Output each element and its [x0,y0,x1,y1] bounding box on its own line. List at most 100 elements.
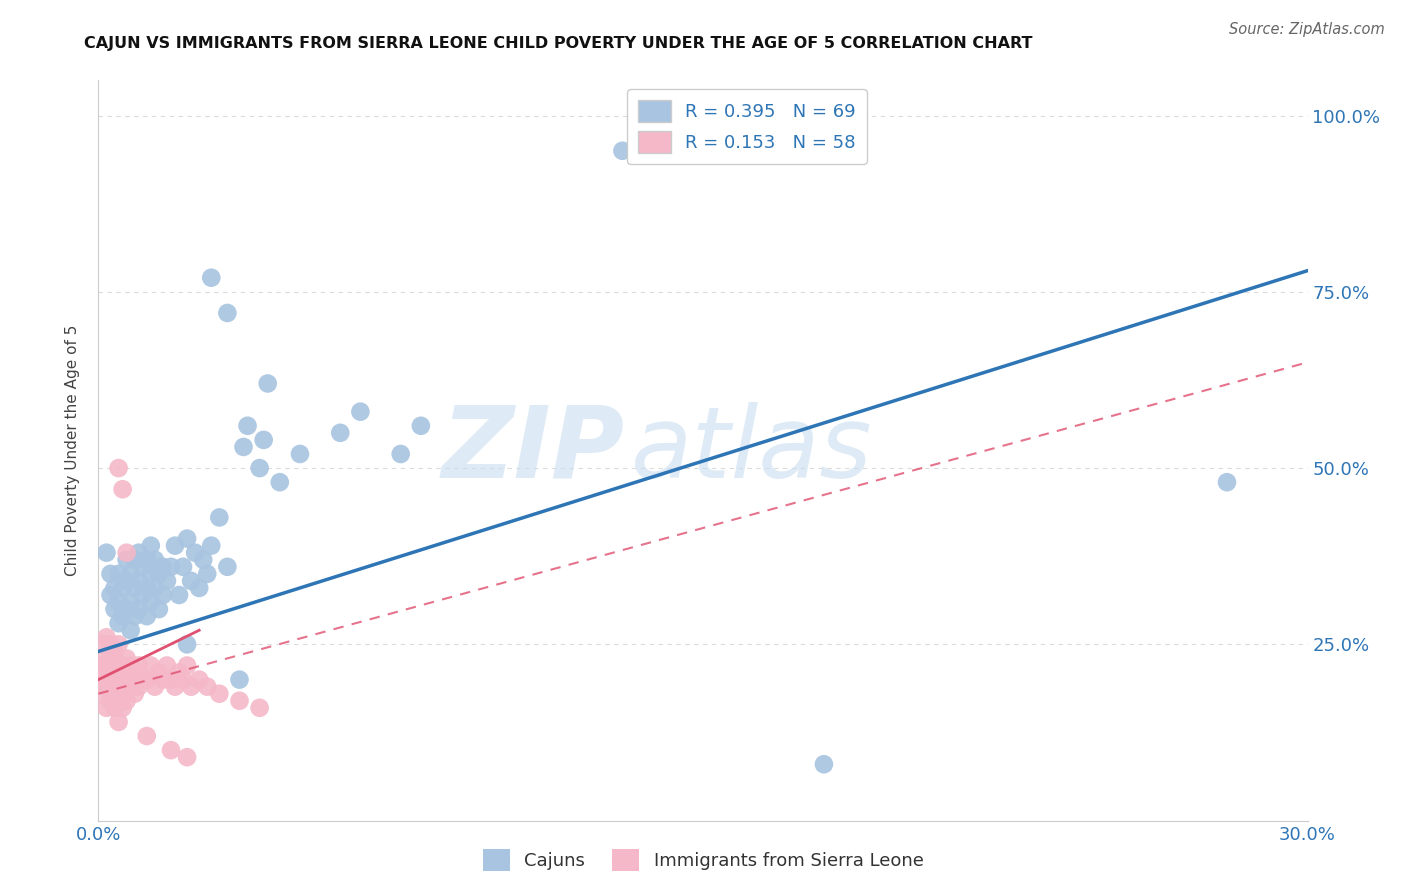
Point [124,665,146,680]
Point [100,651,122,665]
Point [139,539,162,553]
Text: Source: ZipAtlas.com: Source: ZipAtlas.com [1229,22,1385,37]
Point [120,566,142,581]
Point [180,680,202,694]
Point [163,539,186,553]
Point [163,680,186,694]
Point [132,588,155,602]
Point [128,574,150,588]
Point [135,609,157,624]
Point [124,553,146,567]
Point [111,482,134,496]
Point [172,673,194,687]
Text: atlas: atlas [630,402,872,499]
Point [148,566,170,581]
Point [111,658,134,673]
Point [228,673,250,687]
Point [389,447,412,461]
Point [176,750,198,764]
Point [612,144,634,158]
Point [148,602,170,616]
Point [128,602,150,616]
Point [107,665,129,680]
Point [236,418,259,433]
Point [232,440,254,454]
Point [103,644,125,658]
Point [143,553,166,567]
Point [200,270,222,285]
Point [107,714,129,729]
Point [200,539,222,553]
Point [100,588,122,602]
Point [107,461,129,475]
Point [217,306,239,320]
Point [253,433,276,447]
Point [409,418,432,433]
Point [249,701,271,715]
Point [124,687,146,701]
Point [195,566,218,581]
Point [193,553,215,567]
Point [184,546,207,560]
Point [103,680,125,694]
Point [139,595,162,609]
Point [180,574,202,588]
Point [128,658,150,673]
Y-axis label: Child Poverty Under the Age of 5: Child Poverty Under the Age of 5 [65,325,80,576]
Point [172,559,194,574]
Point [91,687,114,701]
Point [100,637,122,651]
Point [128,680,150,694]
Point [148,665,170,680]
Point [167,588,190,602]
Point [124,581,146,595]
Point [111,701,134,715]
Point [813,757,835,772]
Point [91,658,114,673]
Point [96,651,118,665]
Point [249,461,271,475]
Point [329,425,352,440]
Point [176,637,198,651]
Point [139,658,162,673]
Point [217,559,239,574]
Point [349,405,371,419]
Point [120,680,142,694]
Point [135,729,157,743]
Point [208,687,231,701]
Point [115,602,138,616]
Point [124,609,146,624]
Point [103,581,125,595]
Point [96,680,118,694]
Point [115,553,138,567]
Point [115,673,138,687]
Point [96,546,118,560]
Point [156,658,179,673]
Point [107,566,129,581]
Point [152,588,174,602]
Point [167,665,190,680]
Point [188,581,211,595]
Point [115,574,138,588]
Point [269,475,291,490]
Point [288,447,311,461]
Point [107,687,129,701]
Point [100,694,122,708]
Point [91,637,114,651]
Point [152,673,174,687]
Point [156,574,179,588]
Point [96,630,118,644]
Point [96,701,118,715]
Point [188,673,211,687]
Point [143,581,166,595]
Text: CAJUN VS IMMIGRANTS FROM SIERRA LEONE CHILD POVERTY UNDER THE AGE OF 5 CORRELATI: CAJUN VS IMMIGRANTS FROM SIERRA LEONE CH… [84,36,1033,51]
Point [128,546,150,560]
Point [135,553,157,567]
Point [103,701,125,715]
Point [256,376,278,391]
Point [120,595,142,609]
Point [208,510,231,524]
Point [139,566,162,581]
Point [115,694,138,708]
Text: ZIP: ZIP [441,402,624,499]
